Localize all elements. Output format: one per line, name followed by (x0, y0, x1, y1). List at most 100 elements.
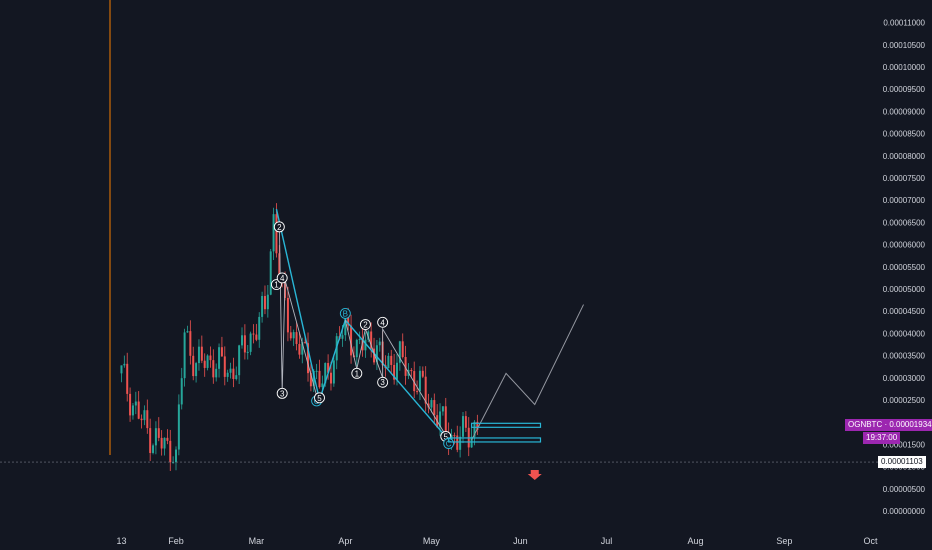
svg-text:B: B (343, 309, 348, 318)
candle-body (350, 325, 353, 356)
down-arrow-icon (527, 470, 542, 480)
svg-text:4: 4 (380, 318, 385, 327)
elliott-subwave-line (278, 222, 318, 396)
svg-text:2: 2 (363, 321, 368, 330)
candle-body (424, 376, 427, 404)
candle-body (347, 313, 350, 326)
candle-body (152, 445, 155, 453)
candle-body (197, 346, 200, 364)
candle-body (192, 355, 195, 377)
x-tick-label: May (423, 536, 441, 546)
candle-body (439, 411, 442, 428)
candle-body (444, 406, 447, 434)
candle-body (292, 332, 295, 339)
svg-text:5: 5 (317, 394, 322, 403)
x-tick-label: Sep (776, 536, 792, 546)
y-tick-label: 0.00005000 (883, 285, 926, 294)
y-tick-label: 0.00009500 (883, 85, 926, 94)
candle-body (286, 297, 289, 333)
candle-body (243, 335, 246, 353)
y-tick-label: 0.00010500 (883, 41, 926, 50)
candle-body (341, 335, 344, 339)
svg-text:1: 1 (355, 369, 360, 378)
candle-body (203, 360, 206, 368)
y-tick-label: 0.00009000 (883, 107, 926, 116)
elliott-wave-abc-line (275, 208, 450, 441)
candle-body (289, 332, 292, 339)
candle-body (255, 334, 258, 340)
candle-body (373, 348, 376, 363)
candle-body (129, 393, 132, 416)
svg-text:1: 1 (274, 281, 279, 290)
candle-body (157, 428, 160, 438)
y-tick-label: 0.00010000 (883, 63, 926, 72)
candle-body (413, 371, 416, 392)
y-tick-label: 0.00002500 (883, 396, 926, 405)
candle-body (252, 333, 255, 335)
candle-body (387, 355, 390, 369)
candle-body (459, 436, 462, 450)
y-tick-label: 0.00003000 (883, 374, 926, 383)
candle-body (131, 405, 134, 416)
candle-body (266, 294, 269, 310)
wave-label-4: 4 (377, 316, 389, 328)
x-tick-label: Jul (601, 536, 613, 546)
candle-body (226, 372, 229, 377)
candle-body (318, 370, 321, 388)
y-tick-label: 0.00001500 (883, 440, 926, 449)
candle-body (295, 332, 298, 344)
candle-body (232, 368, 235, 380)
candle-body (462, 416, 464, 437)
candle-body (120, 365, 123, 374)
svg-text:5: 5 (444, 432, 449, 441)
candle-body (160, 437, 163, 449)
candle-body (324, 363, 327, 384)
candle-body (278, 253, 281, 274)
candle-body (229, 368, 232, 373)
x-tick-label: Apr (338, 536, 352, 546)
y-tick-label: 0.00011000 (883, 19, 925, 28)
candle-body (370, 331, 373, 349)
y-tick-label: 0.00007000 (883, 196, 926, 205)
svg-text:C: C (446, 440, 452, 449)
candle-body (344, 313, 347, 336)
candle-body (301, 341, 304, 355)
x-tick-label: Feb (168, 536, 184, 546)
candle-body (241, 335, 244, 346)
candle-body (364, 339, 367, 351)
candle-body (315, 370, 318, 372)
x-tick-label: Aug (687, 536, 703, 546)
candle-body (427, 403, 430, 408)
candle-body (304, 341, 307, 344)
wave-label-4: 4 (276, 272, 288, 284)
candle-body (298, 343, 301, 355)
candle-body (143, 410, 146, 421)
candle-body (215, 368, 218, 378)
candle-body (263, 296, 266, 310)
y-tick-label: 0.00007500 (883, 174, 926, 183)
candle-body (329, 372, 332, 384)
candle-body (358, 339, 361, 341)
svg-text:3: 3 (280, 389, 285, 398)
projection-path (471, 304, 584, 441)
wave-label-B: B (339, 307, 351, 319)
candle-body (218, 347, 221, 369)
candle-body (375, 345, 378, 363)
countdown-tag: 19:37:00 (863, 432, 901, 444)
candle-body (209, 355, 212, 361)
candle-body (395, 362, 398, 380)
wave-label-2: 2 (273, 221, 285, 233)
y-tick-label: 0.00000500 (883, 485, 926, 494)
candle-body (272, 214, 275, 252)
candle-body (126, 363, 129, 394)
y-tick-label: 0.00003500 (883, 352, 926, 361)
x-tick-label: Mar (249, 536, 265, 546)
candle-body (134, 401, 137, 406)
candle-body (390, 355, 393, 365)
candle-body (327, 363, 330, 373)
candle-body (312, 370, 315, 387)
candle-body (189, 331, 192, 356)
candle-body (220, 347, 223, 357)
support-zone (471, 422, 542, 428)
